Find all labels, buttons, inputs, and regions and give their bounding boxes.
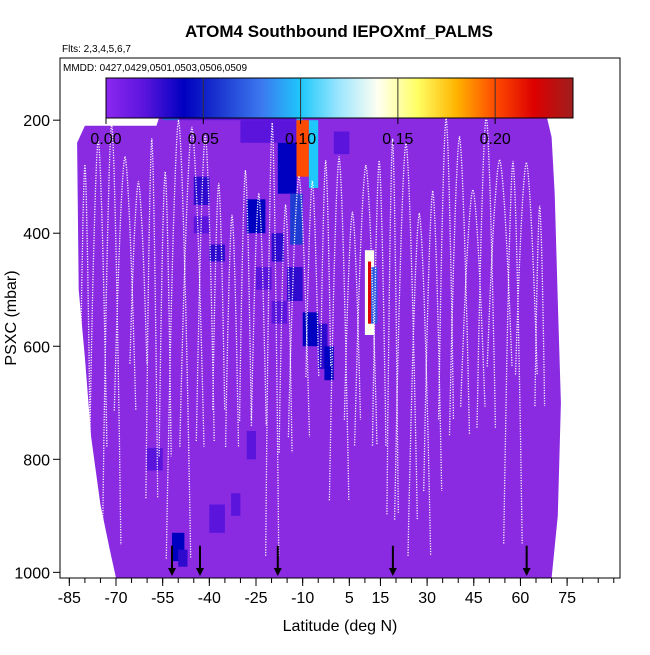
plot-frame: [59, 57, 621, 579]
flight-track: [158, 171, 172, 457]
colorbar-tick-label: 0.05: [188, 131, 219, 148]
x-tick-label: 60: [512, 590, 530, 607]
flight-track: [305, 180, 320, 378]
heatmap-cell: [308, 120, 319, 188]
x-tick-label: 45: [465, 590, 483, 607]
heatmap-cell: [296, 120, 309, 177]
flight-track: [113, 156, 137, 411]
heatmap-cell: [246, 199, 266, 234]
flight-track: [423, 190, 443, 492]
heatmap-cell: [240, 120, 297, 143]
mmdd-label: MMDD: 0427,0429,0501,0503,0506,0509: [63, 63, 247, 74]
x-tick-label: -25: [244, 590, 267, 607]
heatmap-cell: [318, 323, 328, 369]
colorbar-gradient: [105, 77, 574, 119]
flight-track: [212, 182, 226, 410]
x-tick-label: -10: [291, 590, 314, 607]
flight-track: [145, 138, 159, 499]
flight-track: [165, 119, 192, 559]
heatmap-cell: [178, 549, 188, 567]
flight-track: [250, 193, 267, 426]
heatmap-cell: [231, 493, 241, 516]
y-tick-label: 400: [23, 226, 50, 243]
x-tick-label: 30: [418, 590, 436, 607]
chart-title: ATOM4 Southbound IEPOXmf_PALMS: [185, 22, 493, 41]
flight-track: [278, 204, 293, 453]
flight-track: [129, 181, 148, 364]
colorbar-tick-label: 0.20: [480, 131, 511, 148]
heatmap-cell: [324, 346, 334, 381]
heatmap-cell: [287, 267, 303, 301]
heatmap-cell: [147, 448, 163, 471]
flight-track: [238, 170, 252, 422]
flights-label: Flts: 2,3,4,5,6,7: [62, 44, 131, 55]
heatmap-cell: [256, 267, 272, 290]
colorbar-tick-label: 0.10: [285, 131, 316, 148]
heatmap-cell: [371, 267, 378, 324]
flight-track: [503, 160, 523, 544]
x-tick-label: 15: [372, 590, 390, 607]
heatmap-cell: [209, 244, 225, 262]
marker-arrow-head: [273, 568, 282, 576]
heatmap-cell: [368, 261, 372, 324]
heatmap-cell: [271, 233, 284, 262]
y-tick-label: 1000: [14, 565, 50, 582]
heatmap-cell: [333, 131, 350, 155]
flight-track: [343, 211, 362, 420]
marker-arrow-head: [196, 568, 204, 576]
flight-track: [371, 160, 387, 446]
flight-track: [534, 205, 546, 407]
flight-track: [195, 133, 215, 442]
x-tick-label: -70: [104, 590, 127, 607]
heatmap-cell: [271, 301, 288, 324]
flight-track: [89, 139, 108, 447]
heatmap-cell: [209, 504, 225, 533]
axes-layer: -85 -70 -55 -40 -25 -10 5 15 30 45 60 75 200 400 600 80…: [14, 57, 621, 607]
flight-track: [320, 160, 332, 367]
flight-track: [179, 126, 205, 447]
x-axis-label: Latitude (deg N): [283, 618, 398, 635]
y-tick-label: 600: [23, 339, 50, 356]
flight-track: [224, 214, 240, 448]
colorbar-tick-label: 0.00: [90, 131, 121, 148]
x-tick-label: 5: [345, 590, 354, 607]
flight-track: [386, 138, 399, 515]
heatmap-cell: [302, 312, 319, 347]
marker-arrow-head: [388, 568, 397, 576]
colorbar-tick-label: 0.15: [382, 131, 413, 148]
y-axis-label: PSXC (mbar): [3, 270, 20, 365]
x-tick-label: -40: [198, 590, 221, 607]
marker-arrow-head: [522, 568, 531, 576]
heatmap-cell: [246, 431, 256, 460]
flight-track: [287, 175, 311, 438]
flight-track: [486, 159, 513, 367]
flight-tracks-layer: [78, 115, 546, 559]
x-tick-label: -55: [151, 590, 174, 607]
flight-track: [328, 156, 350, 501]
x-tick-label: -85: [58, 590, 81, 607]
marker-arrow-head: [168, 568, 176, 576]
colorbar: 0.00 0.05 0.10 0.15 0.20: [90, 77, 574, 148]
marker-arrows-layer: [168, 545, 531, 576]
y-tick-label: 800: [23, 452, 50, 469]
x-tick-label: 75: [558, 590, 576, 607]
y-tick-label: 200: [23, 113, 50, 130]
heatmap-cell: [290, 193, 303, 245]
heatmap-cell: [277, 142, 297, 194]
flight-track: [448, 136, 471, 436]
